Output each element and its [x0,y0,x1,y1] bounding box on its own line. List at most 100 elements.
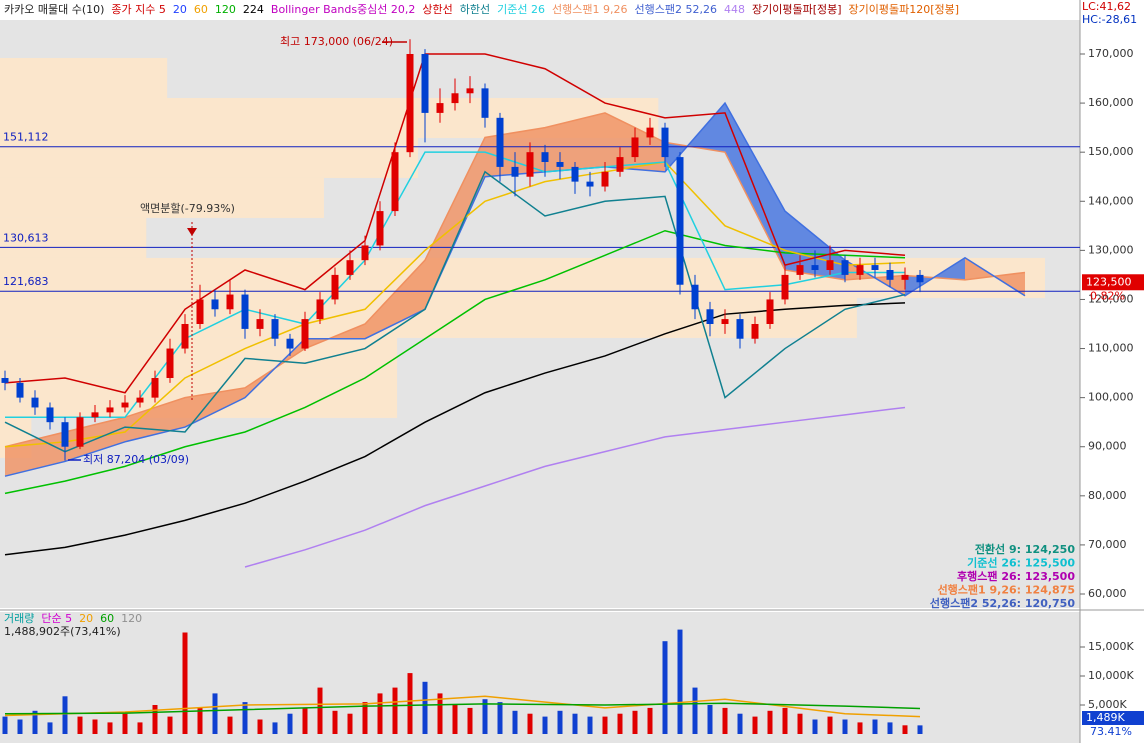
candle-body [811,265,819,270]
volume-bar [392,687,398,735]
candle-body [136,397,144,403]
candle-body [406,53,414,153]
candle-body [691,284,699,310]
volume-bar [677,629,683,735]
candle-body [331,274,339,300]
current-volume-box [1082,711,1144,725]
legend-item: 선행스팬2 52,26 [635,3,717,16]
legend-item: 상한선 [422,3,452,16]
volume-bar [617,713,623,735]
candle-body [901,274,909,280]
candle-body [76,417,84,447]
y-tick-label: 15,000K [1088,640,1134,653]
volume-bar [482,699,488,735]
candle-body [721,319,729,324]
volume-bar [287,713,293,735]
volume-plot-bg [0,612,1080,743]
candle-body [421,53,429,113]
legend-item: 장기이평돌파120[정봉] [849,3,960,16]
volume-bar [527,713,533,735]
volume-bar [797,713,803,735]
legend-item: 하한선 [460,2,490,16]
candle-body [781,274,789,300]
candle-body [826,260,834,270]
y-tick-label: 60,000 [1088,587,1127,600]
candle-body [346,260,354,275]
candle-body [181,323,189,349]
volume-bar [167,716,173,735]
corner-label: HC:-28,61 [1082,13,1137,26]
cloud-fill [185,387,245,428]
volume-bar [332,710,338,735]
volume-profile-band [0,297,857,338]
volume-bar [632,710,638,735]
candle-body [526,152,534,177]
legend-item: 60 [194,3,208,16]
volume-bar [827,716,833,735]
y-tick-label: 160,000 [1088,96,1134,109]
volume-bar [452,705,458,735]
candle-body [31,397,39,408]
candle-body [796,265,804,275]
candle-body [241,294,249,329]
candle-body [316,299,324,320]
volume-bar [272,722,278,735]
candle-body [226,294,234,310]
volume-bar [587,716,593,735]
legend-item: 224 [243,3,264,16]
candle-body [1,378,9,383]
candle-body [871,265,879,270]
candle-body [196,299,204,324]
indicator-line [4,161,906,448]
indicator-line [4,170,906,453]
candle-body [856,265,864,275]
candle-body [61,422,69,447]
candle-body [571,166,579,182]
volume-bar [92,719,98,735]
high-annotation: 최고 173,000 (06/24) [280,35,393,48]
legend-item: 120 [215,3,236,16]
candle-body [391,152,399,212]
candle-body [541,152,549,162]
current-price-box [1082,274,1144,291]
volume-bar [512,710,518,735]
volume-bar [662,641,668,735]
candle-body [286,338,294,349]
candle-body [256,319,264,329]
candle-body [496,117,504,167]
indicator-line [4,702,921,715]
candle-body [661,127,669,158]
current-change: 0.82% [1090,289,1125,302]
legend-item: 단순 5 [41,612,72,625]
candle-body [91,412,99,418]
volume-bar [122,713,128,735]
volume-bar [557,710,563,735]
volume-profile-band [0,137,418,178]
level-label: 130,613 [3,231,49,244]
volume-profile-band [0,177,324,218]
volume-bar [17,719,23,735]
volume-bar [647,707,653,735]
volume-bar [602,716,608,735]
low-annotation: 최저 87,204 (03/09) [83,453,189,466]
volume-bar [542,716,548,735]
legend-item: 60 [100,612,114,625]
candle-body [481,88,489,118]
candle-body [271,319,279,339]
volume-bar [782,707,788,735]
y-tick-label: 5,000K [1088,698,1127,711]
legend-item: 20 [173,3,187,16]
corner-label: LC:41,62 [1082,0,1131,13]
candle-body [106,407,114,413]
legend-item: Bollinger Bands중심선 20,2 [271,3,416,16]
current-volume: 1,489K [1086,711,1125,724]
volume-bar [62,696,68,735]
volume-bar [77,716,83,735]
indicator-line [4,695,921,718]
volume-bar [692,687,698,735]
volume-bar [422,681,428,735]
info-label: 선행스팬2 52,26: 120,750 [930,596,1075,610]
candle-body [766,299,774,324]
volume-bar [197,707,203,735]
